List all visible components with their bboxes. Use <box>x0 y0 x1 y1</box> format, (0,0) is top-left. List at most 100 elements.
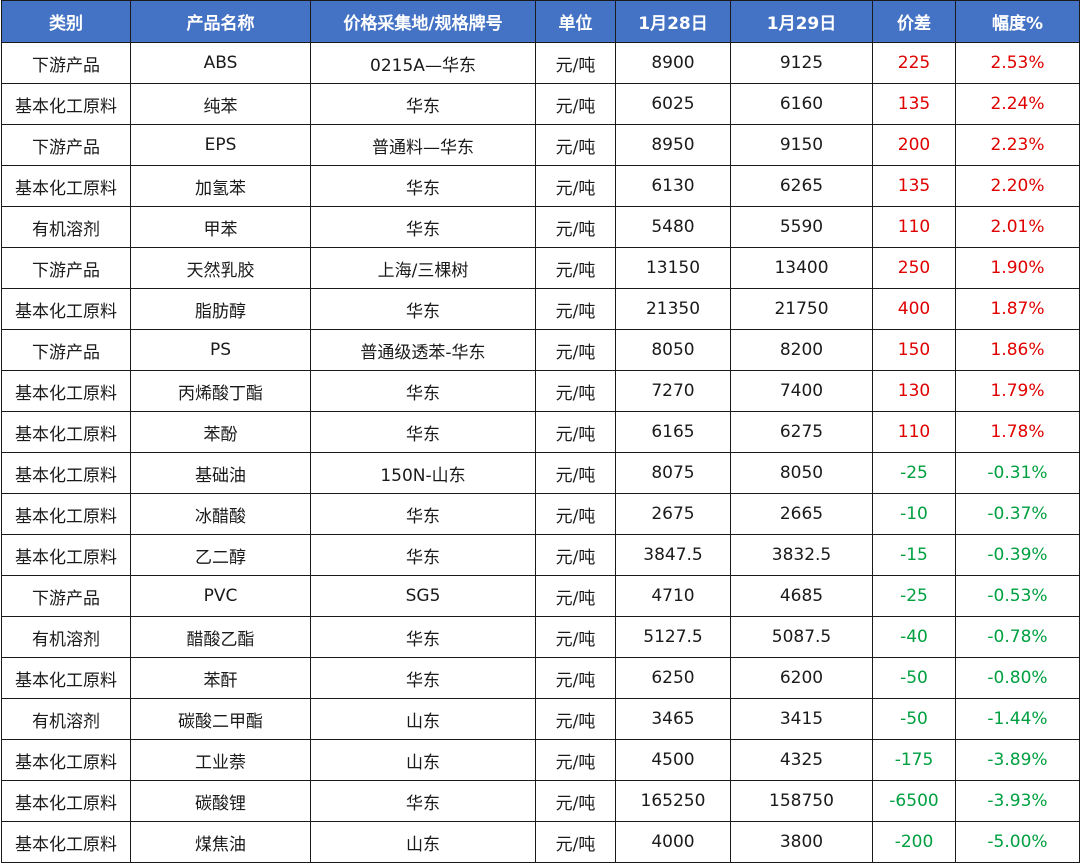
cell-category: 下游产品 <box>1 42 131 84</box>
cell-product: PS <box>130 329 311 371</box>
cell-category: 基本化工原料 <box>1 452 131 494</box>
cell-category: 基本化工原料 <box>1 739 131 781</box>
cell-product: 脂肪醇 <box>130 288 311 330</box>
cell-jan28: 6130 <box>615 165 731 207</box>
cell-pct: -0.37% <box>955 493 1080 535</box>
table-row: 有机溶剂 醋酸乙酯 华东 元/吨 5127.5 5087.5 -40 -0.78% <box>1 616 1080 658</box>
table-row: 基本化工原料 丙烯酸丁酯 华东 元/吨 7270 7400 130 1.79% <box>1 370 1080 412</box>
cell-spec: 普通级透苯-华东 <box>310 329 536 371</box>
cell-unit: 元/吨 <box>535 124 616 166</box>
cell-category: 下游产品 <box>1 124 131 166</box>
cell-product: ABS <box>130 42 311 84</box>
table-row: 基本化工原料 苯酚 华东 元/吨 6165 6275 110 1.78% <box>1 411 1080 453</box>
cell-pct: -5.00% <box>955 821 1080 863</box>
cell-jan28: 5127.5 <box>615 616 731 658</box>
cell-unit: 元/吨 <box>535 206 616 248</box>
cell-jan28: 4500 <box>615 739 731 781</box>
cell-spec: 华东 <box>310 534 536 576</box>
table-row: 有机溶剂 碳酸二甲酯 山东 元/吨 3465 3415 -50 -1.44% <box>1 698 1080 740</box>
cell-diff: 135 <box>872 165 956 207</box>
table-row: 基本化工原料 工业萘 山东 元/吨 4500 4325 -175 -3.89% <box>1 739 1080 781</box>
cell-spec: 华东 <box>310 493 536 535</box>
cell-spec: 华东 <box>310 165 536 207</box>
cell-product: 碳酸二甲酯 <box>130 698 311 740</box>
cell-spec: 山东 <box>310 739 536 781</box>
cell-pct: 2.20% <box>955 165 1080 207</box>
cell-diff: -50 <box>872 657 956 699</box>
cell-pct: 2.23% <box>955 124 1080 166</box>
cell-category: 基本化工原料 <box>1 288 131 330</box>
cell-category: 基本化工原料 <box>1 493 131 535</box>
cell-category: 基本化工原料 <box>1 165 131 207</box>
cell-category: 基本化工原料 <box>1 821 131 863</box>
cell-jan28: 2675 <box>615 493 731 535</box>
cell-diff: -6500 <box>872 780 956 822</box>
cell-jan28: 21350 <box>615 288 731 330</box>
cell-unit: 元/吨 <box>535 657 616 699</box>
header-jan29: 1月29日 <box>730 0 873 43</box>
cell-unit: 元/吨 <box>535 698 616 740</box>
cell-pct: 1.86% <box>955 329 1080 371</box>
cell-jan28: 4710 <box>615 575 731 617</box>
cell-unit: 元/吨 <box>535 534 616 576</box>
cell-pct: -0.31% <box>955 452 1080 494</box>
cell-unit: 元/吨 <box>535 575 616 617</box>
cell-unit: 元/吨 <box>535 821 616 863</box>
cell-pct: 2.24% <box>955 83 1080 125</box>
cell-spec: SG5 <box>310 575 536 617</box>
cell-jan29: 6160 <box>730 83 873 125</box>
table-row: 基本化工原料 基础油 150N-山东 元/吨 8075 8050 -25 -0.31% <box>1 452 1080 494</box>
cell-diff: -25 <box>872 452 956 494</box>
cell-jan29: 6200 <box>730 657 873 699</box>
cell-jan29: 8050 <box>730 452 873 494</box>
cell-unit: 元/吨 <box>535 42 616 84</box>
cell-jan29: 3800 <box>730 821 873 863</box>
cell-jan28: 4000 <box>615 821 731 863</box>
cell-jan28: 8950 <box>615 124 731 166</box>
cell-spec: 华东 <box>310 83 536 125</box>
cell-pct: -0.39% <box>955 534 1080 576</box>
cell-category: 基本化工原料 <box>1 657 131 699</box>
cell-diff: 110 <box>872 206 956 248</box>
cell-unit: 元/吨 <box>535 739 616 781</box>
cell-pct: 2.53% <box>955 42 1080 84</box>
cell-jan29: 8200 <box>730 329 873 371</box>
table-row: 基本化工原料 碳酸锂 华东 元/吨 165250 158750 -6500 -3.93% <box>1 780 1080 822</box>
cell-diff: 110 <box>872 411 956 453</box>
cell-unit: 元/吨 <box>535 780 616 822</box>
cell-spec: 山东 <box>310 698 536 740</box>
cell-unit: 元/吨 <box>535 83 616 125</box>
cell-jan29: 7400 <box>730 370 873 412</box>
cell-jan29: 4325 <box>730 739 873 781</box>
cell-diff: 130 <box>872 370 956 412</box>
table-row: 基本化工原料 脂肪醇 华东 元/吨 21350 21750 400 1.87% <box>1 288 1080 330</box>
cell-product: 乙二醇 <box>130 534 311 576</box>
cell-jan29: 3832.5 <box>730 534 873 576</box>
cell-spec: 华东 <box>310 206 536 248</box>
cell-product: 天然乳胶 <box>130 247 311 289</box>
cell-pct: 1.78% <box>955 411 1080 453</box>
cell-category: 基本化工原料 <box>1 534 131 576</box>
cell-unit: 元/吨 <box>535 616 616 658</box>
cell-category: 下游产品 <box>1 329 131 371</box>
cell-product: 工业萘 <box>130 739 311 781</box>
cell-spec: 0215A—华东 <box>310 42 536 84</box>
cell-diff: 200 <box>872 124 956 166</box>
cell-pct: 1.79% <box>955 370 1080 412</box>
table-row: 基本化工原料 苯酐 华东 元/吨 6250 6200 -50 -0.80% <box>1 657 1080 699</box>
cell-jan28: 6165 <box>615 411 731 453</box>
table-row: 下游产品 EPS 普通料—华东 元/吨 8950 9150 200 2.23% <box>1 124 1080 166</box>
table-row: 基本化工原料 纯苯 华东 元/吨 6025 6160 135 2.24% <box>1 83 1080 125</box>
cell-category: 基本化工原料 <box>1 411 131 453</box>
header-category: 类别 <box>1 0 131 43</box>
cell-diff: -200 <box>872 821 956 863</box>
cell-product: 煤焦油 <box>130 821 311 863</box>
cell-unit: 元/吨 <box>535 288 616 330</box>
cell-spec: 华东 <box>310 657 536 699</box>
table-body: 下游产品 ABS 0215A—华东 元/吨 8900 9125 225 2.53% 基本化工原料… <box>1 42 1080 863</box>
table-row: 下游产品 ABS 0215A—华东 元/吨 8900 9125 225 2.53% <box>1 42 1080 84</box>
cell-jan28: 13150 <box>615 247 731 289</box>
table-row: 基本化工原料 乙二醇 华东 元/吨 3847.5 3832.5 -15 -0.39% <box>1 534 1080 576</box>
table-row: 下游产品 PS 普通级透苯-华东 元/吨 8050 8200 150 1.86% <box>1 329 1080 371</box>
